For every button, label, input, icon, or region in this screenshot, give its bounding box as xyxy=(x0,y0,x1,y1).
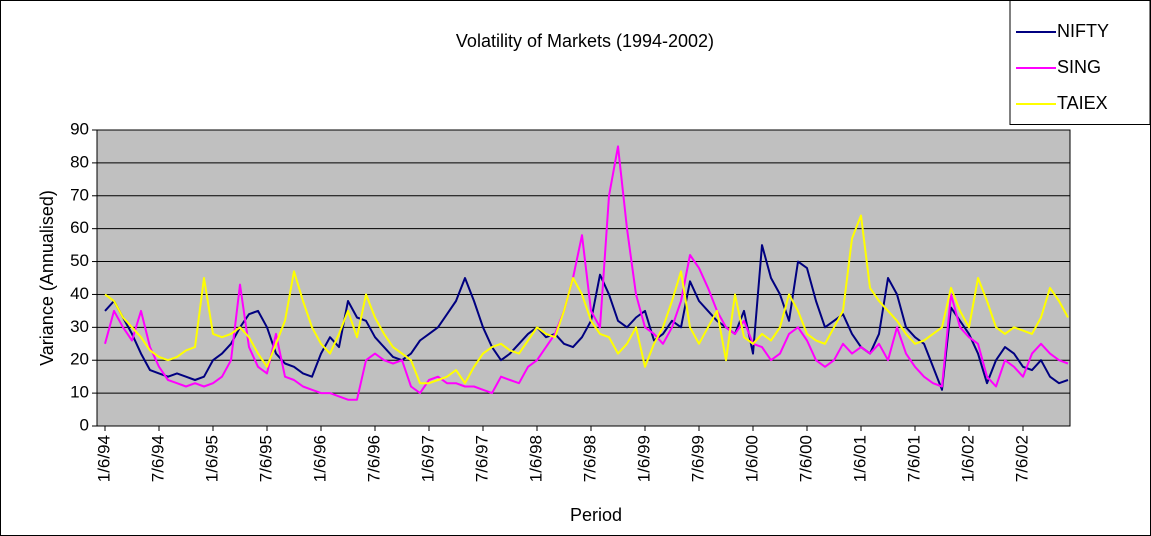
y-tick-label: 70 xyxy=(70,185,89,204)
y-tick-label: 10 xyxy=(70,383,89,402)
x-axis-label: Period xyxy=(570,505,622,525)
y-tick-label: 40 xyxy=(70,284,89,303)
x-tick-label: 7/6/94 xyxy=(148,435,167,482)
x-tick-label: 1/6/01 xyxy=(850,435,869,482)
y-tick-label: 50 xyxy=(70,251,89,270)
x-tick-label: 1/6/96 xyxy=(310,435,329,482)
y-tick-label: 0 xyxy=(80,415,89,434)
x-tick-label: 1/6/98 xyxy=(526,435,545,482)
x-tick-label: 7/6/02 xyxy=(1012,435,1031,482)
plot-border xyxy=(96,129,1071,427)
y-tick-label: 90 xyxy=(70,119,89,138)
legend: NIFTY SING TAIEX xyxy=(1009,0,1151,125)
x-tick-label: 1/6/02 xyxy=(958,435,977,482)
x-tick-label: 1/6/00 xyxy=(742,435,761,482)
x-tick-label: 1/6/97 xyxy=(418,435,437,482)
y-axis-label: Variance (Annualised) xyxy=(37,190,57,366)
y-tick-label: 80 xyxy=(70,152,89,171)
y-tick-label: 60 xyxy=(70,218,89,237)
x-tick-label: 7/6/98 xyxy=(580,435,599,482)
legend-label: SING xyxy=(1057,57,1101,77)
legend-label: TAIEX xyxy=(1057,93,1108,113)
legend-label: NIFTY xyxy=(1057,21,1109,41)
y-tick-label: 30 xyxy=(70,317,89,336)
x-tick-label: 7/6/95 xyxy=(256,435,275,482)
x-tick-label: 7/6/00 xyxy=(796,435,815,482)
chart-title: Volatility of Markets (1994-2002) xyxy=(456,31,714,51)
x-tick-label: 7/6/01 xyxy=(904,435,923,482)
y-tick-label: 20 xyxy=(70,350,89,369)
series-line xyxy=(104,214,1069,385)
x-tick-label: 1/6/99 xyxy=(634,435,653,482)
series-line xyxy=(104,145,1069,401)
x-tick-label: 7/6/97 xyxy=(472,435,491,482)
plot-area xyxy=(97,130,1070,426)
x-tick-label: 1/6/94 xyxy=(94,435,113,482)
x-tick-label: 1/6/95 xyxy=(202,435,221,482)
x-tick-label: 7/6/99 xyxy=(688,435,707,482)
series-line xyxy=(104,244,1069,391)
x-tick-label: 7/6/96 xyxy=(364,435,383,482)
